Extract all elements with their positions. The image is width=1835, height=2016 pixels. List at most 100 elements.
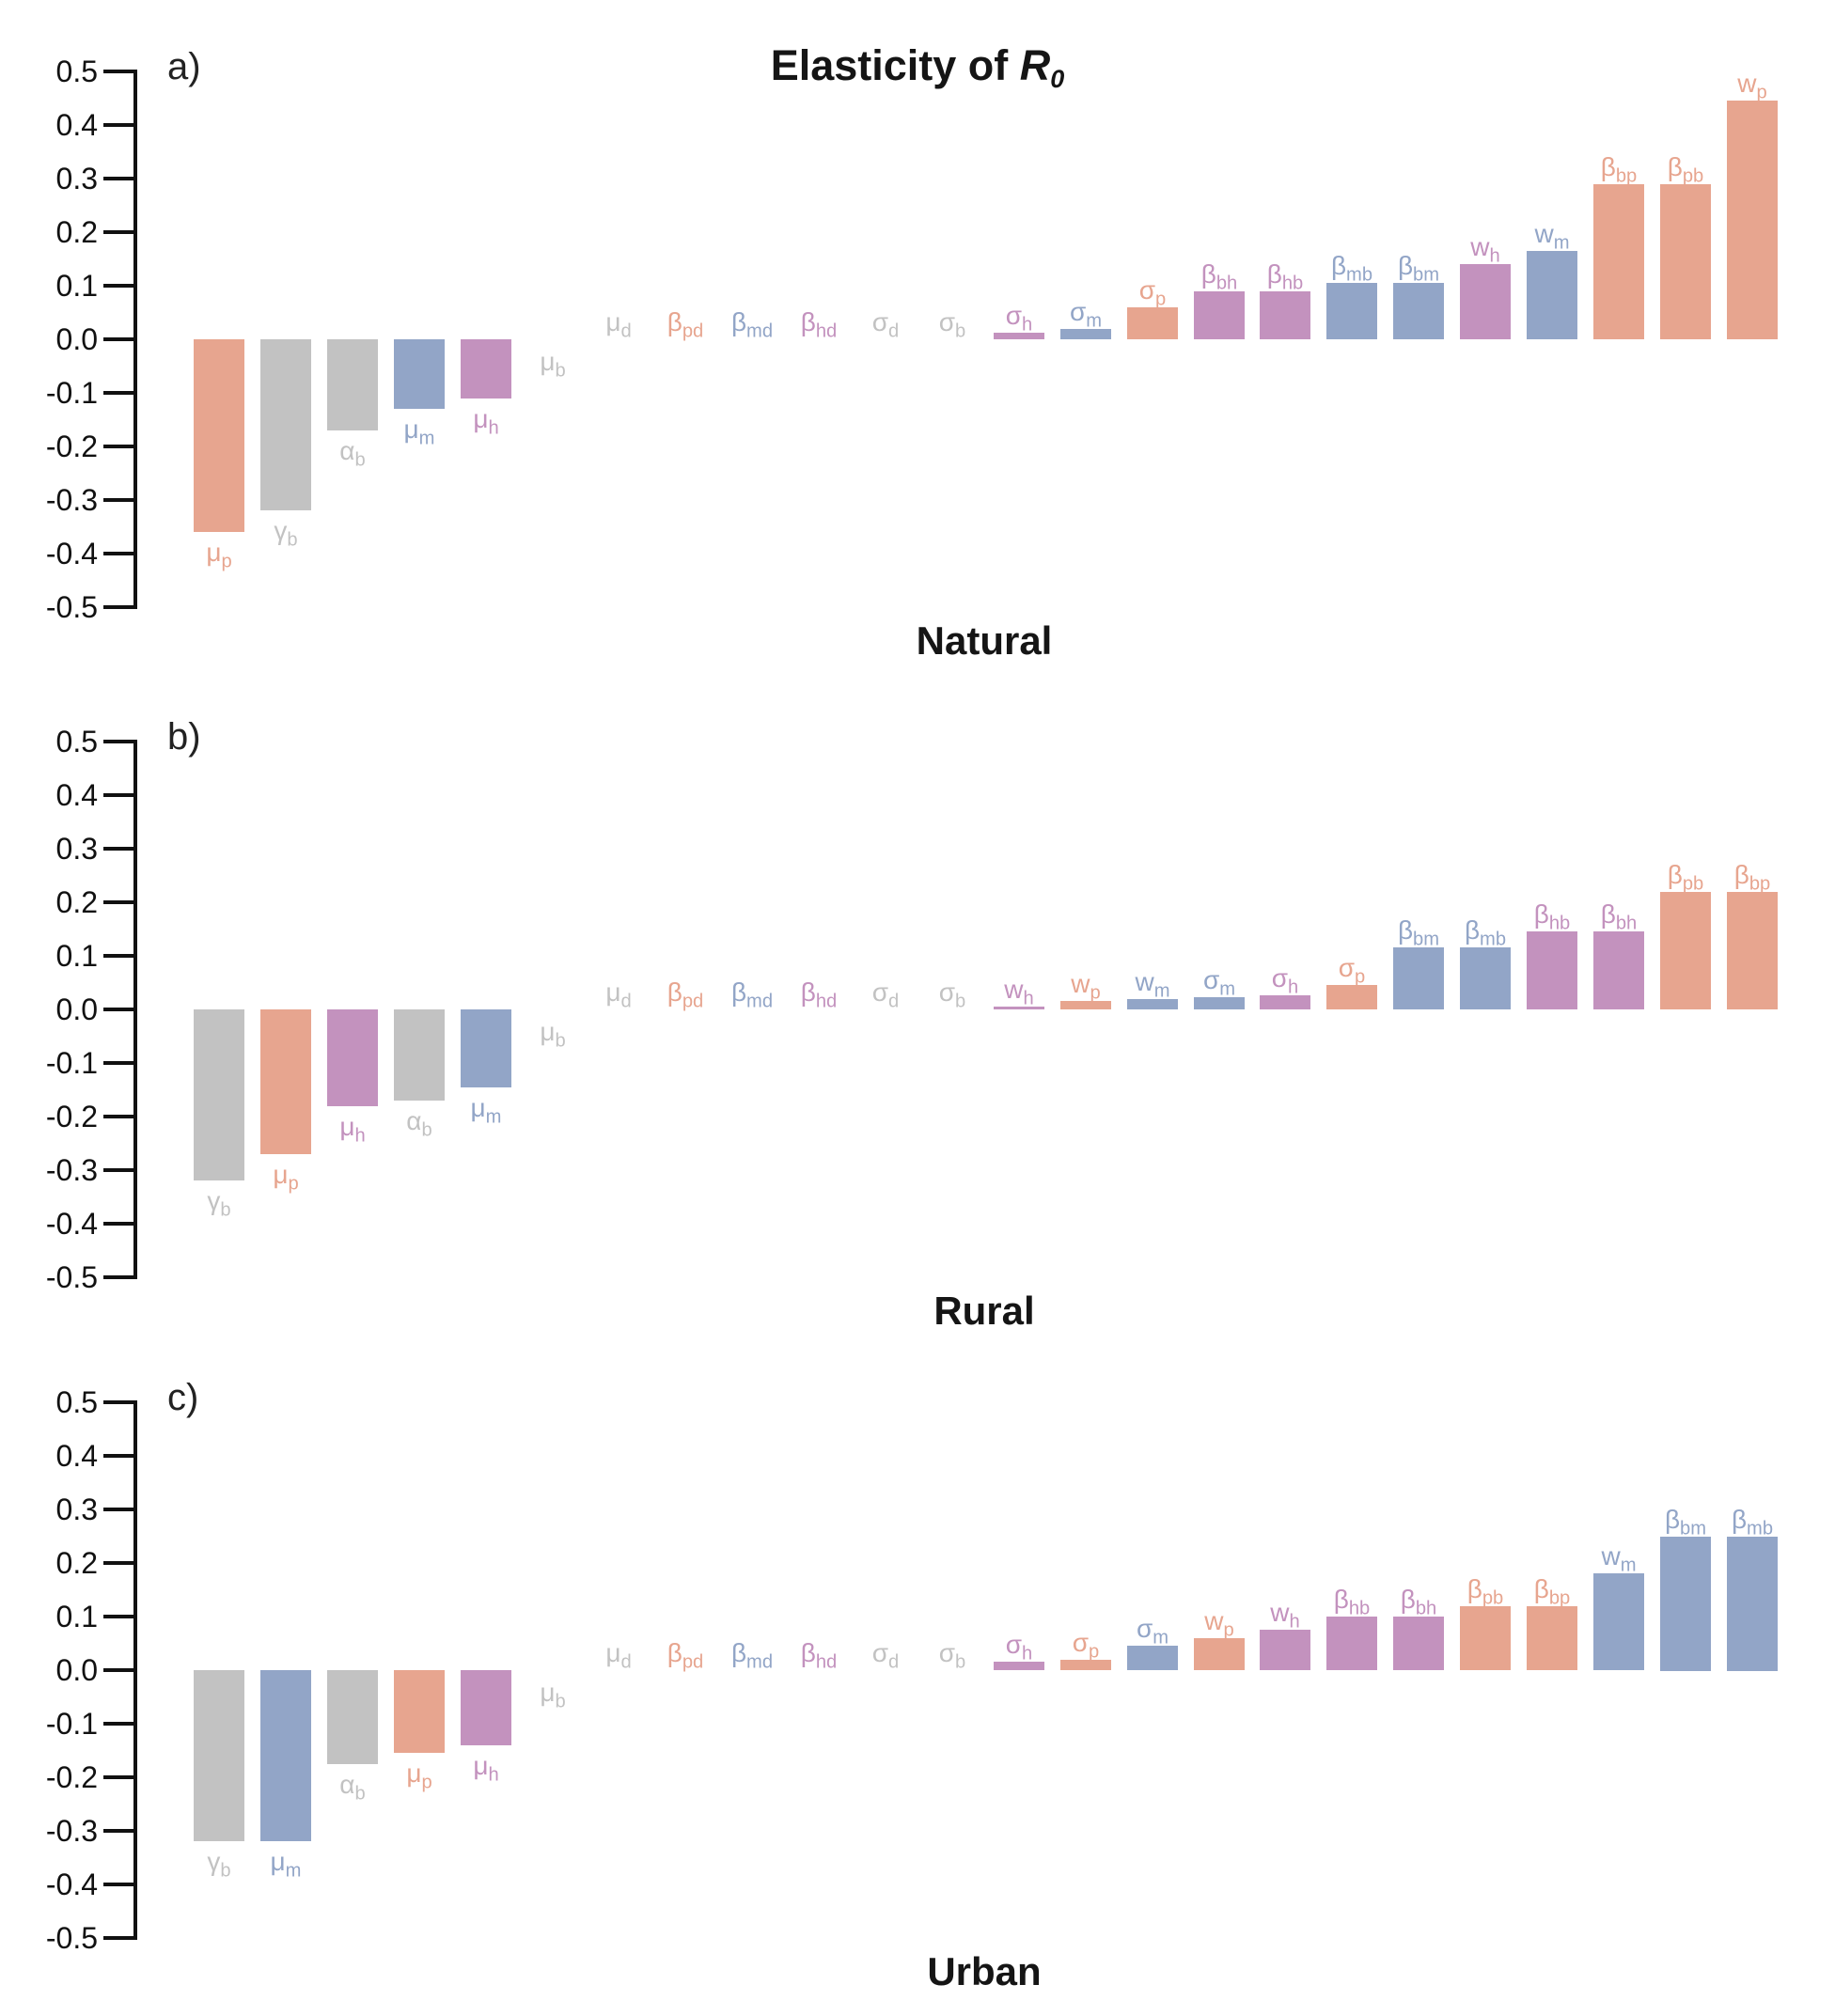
bar-label-subscript: hb	[1548, 913, 1571, 934]
bar-gamma_b	[194, 1009, 244, 1180]
bar-beta_hb	[1260, 291, 1310, 339]
y-tick	[103, 552, 137, 555]
bar-label-glyph: w	[1135, 967, 1154, 996]
bar-label-sigma_p: σp	[1073, 1628, 1100, 1667]
y-tick	[103, 1668, 137, 1672]
y-tick-label: 0.3	[55, 162, 98, 195]
bar-label-mu_d: μd	[605, 977, 631, 1017]
y-tick	[103, 1829, 137, 1833]
bar-gamma_b	[260, 339, 311, 510]
bar-label-glyph: μ	[605, 977, 621, 1007]
bar-label-subscript: pb	[1682, 873, 1704, 895]
bar-label-w_h: wh	[1470, 232, 1499, 272]
y-tick-label: 0.5	[55, 1385, 98, 1419]
bar-label-subscript: d	[620, 991, 632, 1012]
r0-symbol: R	[1019, 41, 1051, 89]
bar-label-glyph: β	[800, 307, 816, 336]
bar-label-subscript: pd	[682, 1651, 704, 1673]
bar-label-glyph: μ	[470, 1093, 486, 1122]
y-tick	[103, 954, 137, 958]
bar-beta_hb	[1326, 1617, 1377, 1670]
bar-label-alpha_b: αb	[339, 436, 365, 476]
bar-label-subscript: bh	[1215, 273, 1238, 294]
bar-label-glyph: σ	[1005, 1630, 1023, 1659]
bar-label-subscript: hb	[1281, 273, 1304, 294]
bar-label-glyph: σ	[1136, 1614, 1153, 1643]
bar-label-subscript: d	[620, 320, 632, 342]
bar-label-sigma_h: σh	[1006, 1630, 1033, 1669]
bar-label-glyph: σ	[1072, 1628, 1090, 1657]
bar-w_m	[1527, 251, 1577, 339]
bar-label-subscript: pb	[1482, 1587, 1504, 1609]
bar-label-w_h: wh	[1270, 1598, 1299, 1637]
bar-label-glyph: μ	[270, 1847, 286, 1876]
bar-label-sigma_p: σp	[1139, 275, 1167, 315]
bar-label-subscript: m	[418, 428, 435, 449]
bar-label-beta_bm: βbm	[1398, 251, 1439, 290]
y-tick	[103, 1454, 137, 1458]
bar-mu_m	[461, 1009, 511, 1087]
panel-letter: a)	[167, 46, 201, 87]
bar-label-glyph: μ	[473, 1751, 489, 1780]
figure-title-text: Elasticity of	[770, 41, 1020, 89]
bar-label-beta_hd: βhd	[801, 1638, 838, 1678]
y-tick	[103, 445, 137, 448]
bar-label-subscript: h	[354, 1125, 366, 1147]
bar-label-beta_pd: βpd	[667, 307, 704, 347]
y-tick-label: 0.4	[55, 1439, 98, 1473]
bar-label-sigma_p: σp	[1339, 953, 1366, 992]
bar-beta_mb	[1727, 1537, 1778, 1671]
y-tick-label: -0.3	[45, 1153, 98, 1187]
bar-label-glyph: w	[1004, 975, 1024, 1004]
bar-label-subscript: mb	[1747, 1518, 1774, 1539]
bar-label-subscript: mb	[1346, 264, 1373, 286]
bar-label-subscript: h	[1289, 1611, 1300, 1633]
bar-label-subscript: m	[285, 1860, 302, 1882]
bar-label-gamma_b: γb	[207, 1847, 230, 1886]
bar-label-w_m: wm	[1534, 219, 1569, 258]
bar-mu_h	[327, 1009, 378, 1106]
bar-label-subscript: h	[488, 417, 499, 439]
bar-label-glyph: μ	[339, 1112, 355, 1141]
bar-label-subscript: p	[221, 551, 232, 572]
bar-w_h	[994, 1007, 1044, 1009]
bar-beta_mb	[1326, 283, 1377, 339]
panel-letter: c)	[167, 1377, 199, 1418]
bar-label-beta_bh: βbh	[1201, 259, 1238, 299]
bar-label-gamma_b: γb	[207, 1186, 230, 1226]
bar-mu_p	[260, 1009, 311, 1154]
bar-label-beta_bm: βbm	[1665, 1505, 1706, 1544]
bar-label-beta_md: βmd	[731, 1638, 773, 1678]
y-tick-label: 0.3	[55, 1492, 98, 1526]
bar-w_p	[1727, 101, 1778, 339]
bar-label-subscript: b	[555, 1691, 566, 1712]
bar-w_m	[1127, 999, 1178, 1009]
bar-label-glyph: β	[667, 977, 682, 1007]
bar-label-beta_hd: βhd	[801, 307, 838, 347]
bar-label-beta_hb: βhb	[1334, 1585, 1371, 1624]
bar-beta_bm	[1393, 283, 1444, 339]
bar-label-glyph: γ	[207, 1186, 221, 1215]
bar-label-subscript: b	[220, 1860, 231, 1882]
bar-label-glyph: γ	[274, 516, 288, 545]
bar-label-glyph: γ	[207, 1847, 221, 1876]
y-tick-label: -0.2	[45, 1100, 98, 1133]
bar-label-mu_m: μm	[471, 1093, 502, 1133]
bar-label-subscript: p	[1223, 1619, 1234, 1641]
bar-label-glyph: β	[1533, 899, 1549, 929]
bar-label-beta_hb: βhb	[1267, 259, 1304, 299]
bar-label-mu_h: μh	[473, 404, 498, 444]
bar-label-beta_md: βmd	[731, 977, 773, 1017]
y-tick-label: -0.3	[45, 483, 98, 517]
y-tick-label: 0.1	[55, 269, 98, 303]
bar-label-subscript: h	[1022, 314, 1033, 336]
bar-w_m	[1593, 1573, 1644, 1670]
y-tick-label: 0.3	[55, 832, 98, 866]
bar-alpha_b	[394, 1009, 445, 1101]
bar-label-glyph: w	[1601, 1541, 1621, 1571]
panel-title: Urban	[927, 1949, 1042, 1993]
bar-label-glyph: β	[1733, 860, 1749, 889]
bar-label-subscript: b	[421, 1119, 432, 1141]
bar-beta_bh	[1194, 291, 1245, 339]
bar-mu_p	[394, 1670, 445, 1753]
